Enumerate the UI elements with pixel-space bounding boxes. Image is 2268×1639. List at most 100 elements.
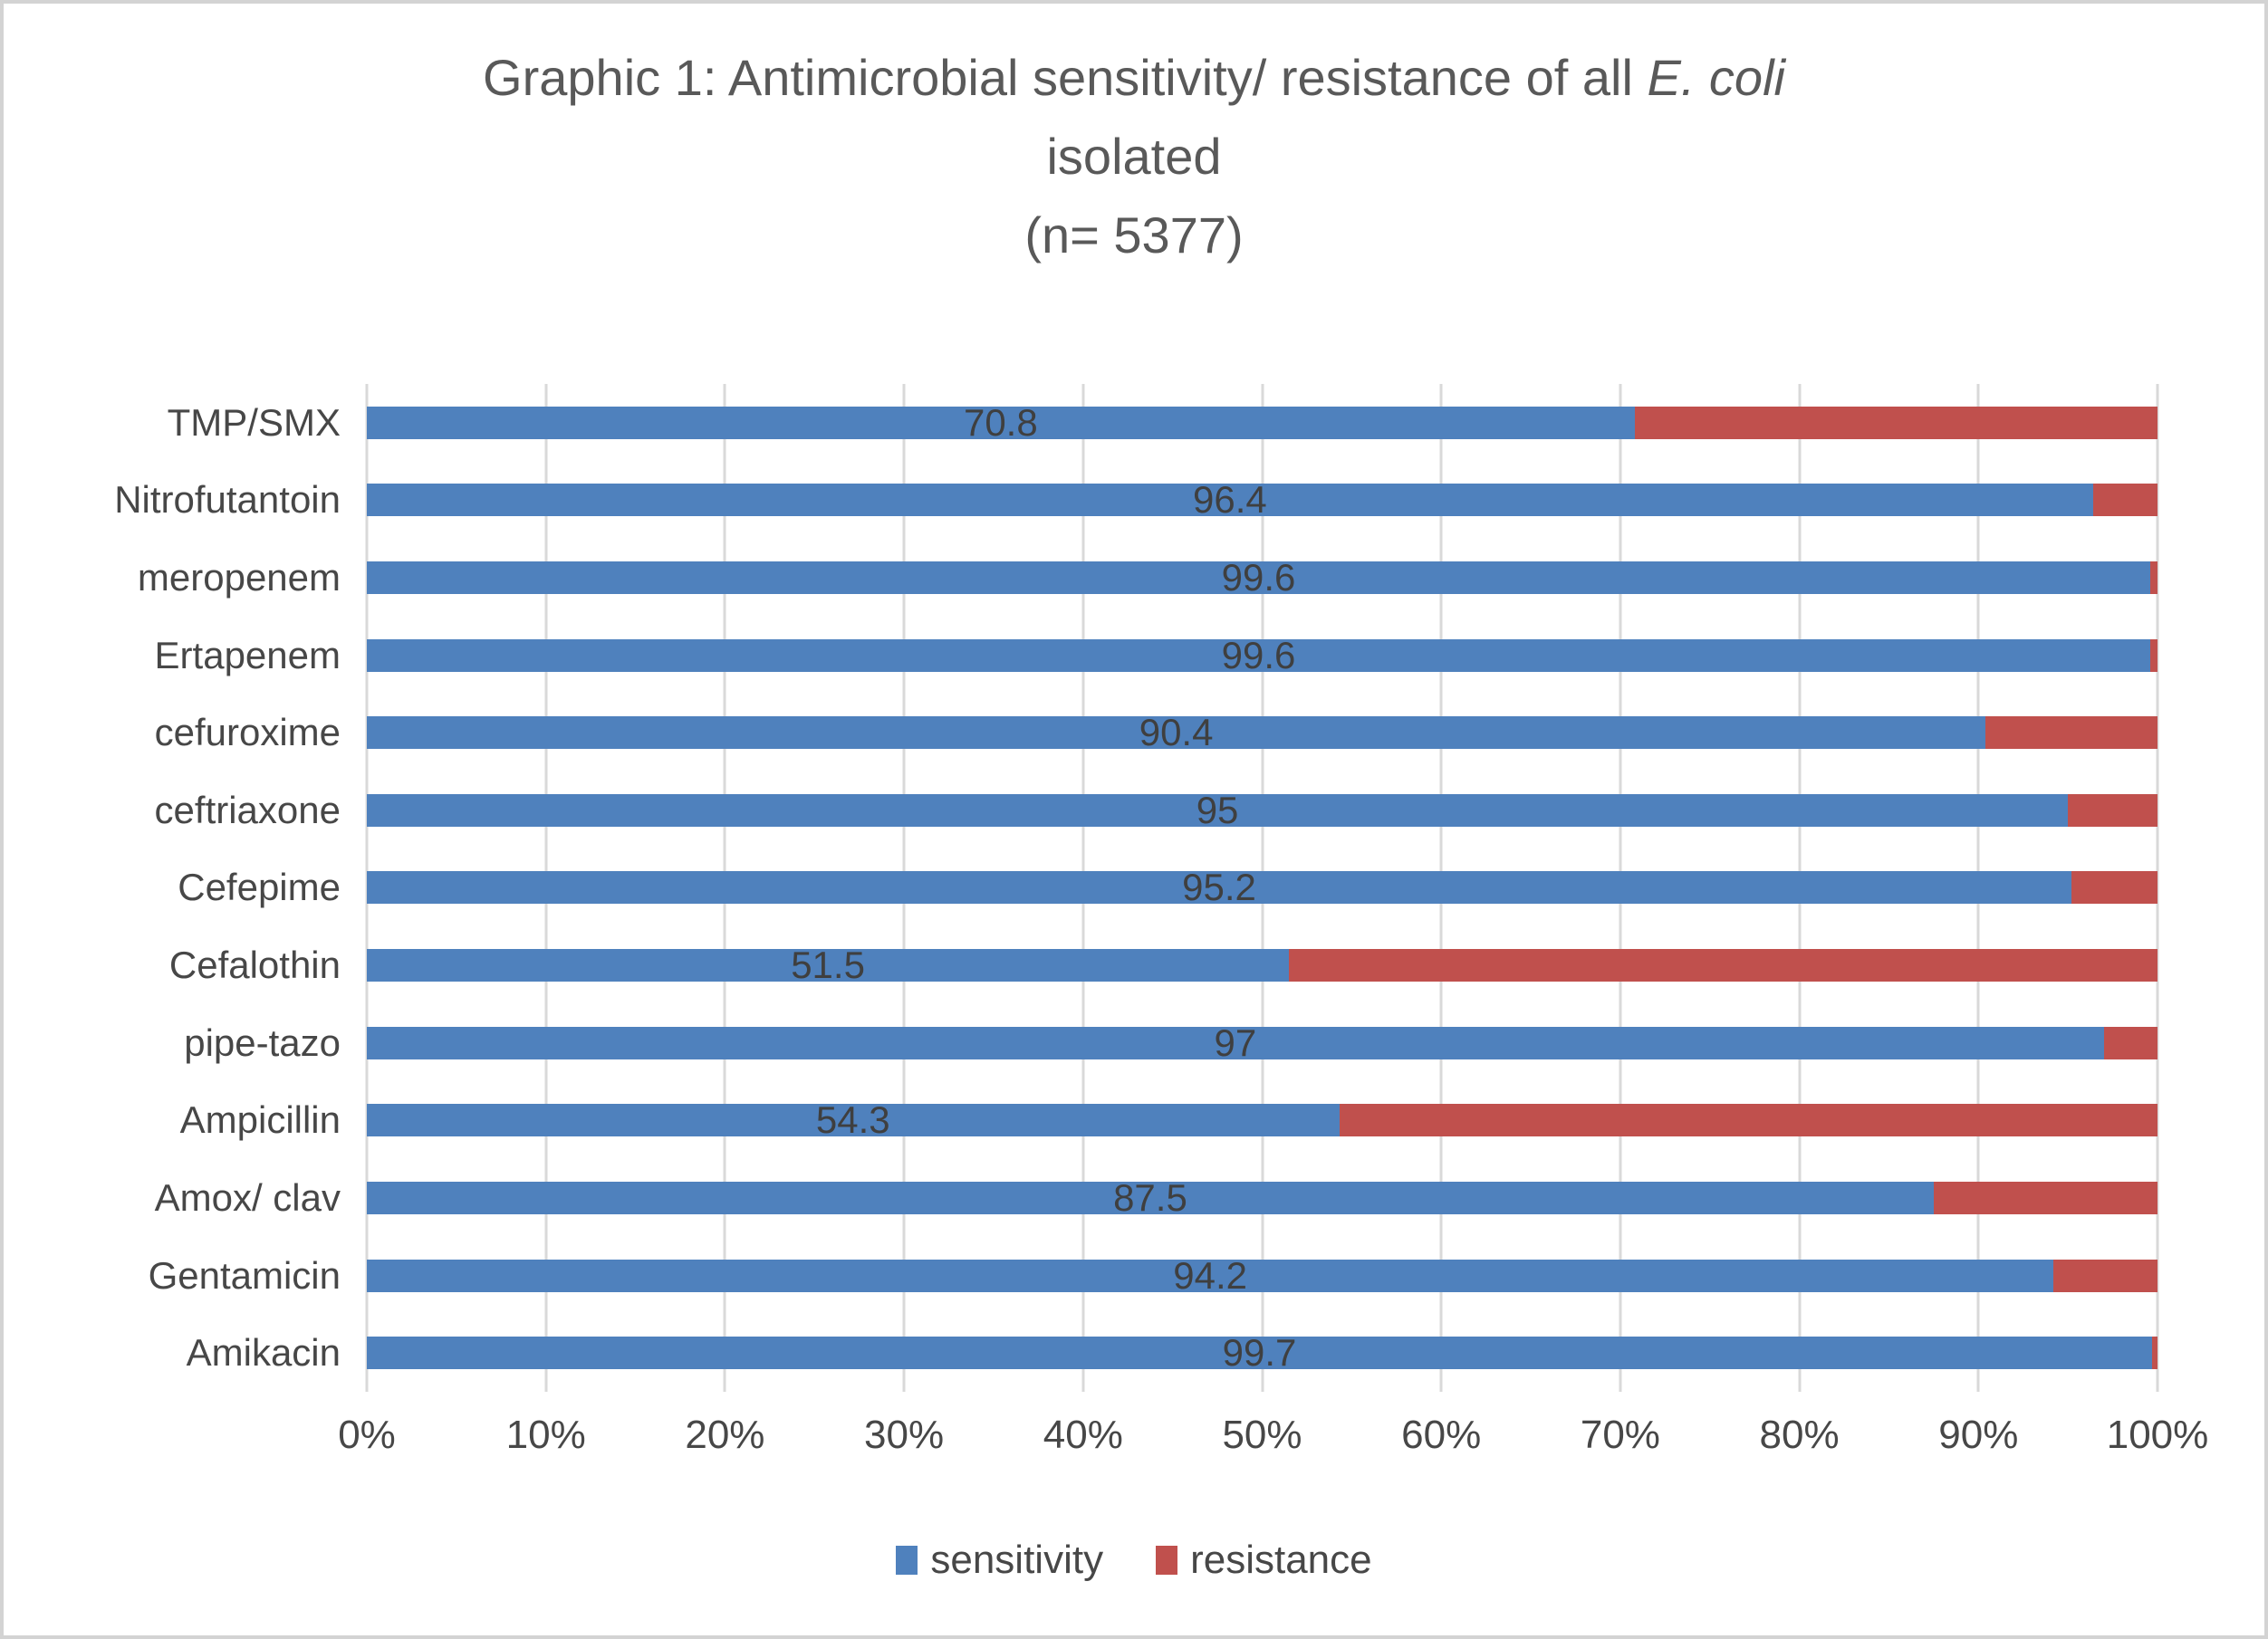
bar-track: 96.4 [367, 478, 2157, 521]
bar-row: Amikacin 99.7 [4, 1314, 2268, 1392]
bar-track: 90.4 [367, 711, 2157, 753]
resistance-bar-segment [1289, 949, 2157, 982]
resistance-bar-segment [1339, 1104, 2157, 1137]
bar-track: 87.5 [367, 1176, 2157, 1219]
category-label: Amikacin [186, 1331, 341, 1375]
sensitivity-bar-segment [367, 638, 2151, 672]
x-axis-tick-label: 90% [1938, 1413, 2019, 1457]
chart-title-line1: Graphic 1: Antimicrobial sensitivity/ re… [4, 38, 2264, 117]
resistance-bar-segment [1634, 406, 2157, 439]
x-axis: 0% 10% 20% 30% 40% 50% 60% 70% 80% 90% 100% [338, 1413, 2208, 1467]
sensitivity-bar-segment [367, 1026, 2104, 1059]
data-label: 95.2 [1182, 866, 1256, 909]
bar-row: Gentamicin 94.2 [4, 1237, 2268, 1315]
x-axis-tick-label: 80% [1759, 1413, 1840, 1457]
data-label: 54.3 [815, 1098, 890, 1142]
category-label: Cefalothin [168, 944, 341, 987]
sensitivity-bar-segment [367, 871, 2072, 905]
x-axis-tick-label: 40% [1043, 1413, 1123, 1457]
bar-track: 99.6 [367, 556, 2157, 599]
chart-title-species: E. coli [1647, 49, 1785, 106]
bar-row: cefuroxime 90.4 [4, 694, 2268, 772]
gridline [2156, 384, 2159, 1392]
chart-title: Graphic 1: Antimicrobial sensitivity/ re… [4, 38, 2264, 274]
category-label: cefuroxime [154, 711, 341, 754]
bar-row: ceftriaxone 95 [4, 772, 2268, 849]
bar-row: Nitrofutantoin 96.4 [4, 462, 2268, 540]
data-label: 51.5 [791, 944, 865, 987]
data-label: 87.5 [1113, 1175, 1187, 1219]
x-axis-tick-label: 100% [2106, 1413, 2209, 1457]
x-axis-tick-label: 20% [685, 1413, 765, 1457]
category-label: Cefepime [178, 866, 341, 909]
sensitivity-bar-segment [367, 484, 2093, 517]
resistance-bar-segment [2071, 871, 2157, 905]
category-label: ceftriaxone [154, 788, 341, 831]
sensitivity-bar-segment [367, 793, 2069, 827]
legend-label: sensitivity [930, 1538, 1104, 1582]
resistance-bar-segment [2150, 561, 2157, 595]
resistance-swatch-icon [1156, 1546, 1178, 1575]
data-label: 95 [1196, 788, 1239, 831]
sensitivity-bar-segment [367, 716, 1986, 750]
x-axis-tick-label: 60% [1401, 1413, 1482, 1457]
bar-track: 95 [367, 789, 2157, 831]
category-label: Nitrofutantoin [114, 478, 341, 522]
resistance-bar-segment [2053, 1259, 2157, 1292]
bar-track: 95.2 [367, 866, 2157, 908]
sensitivity-bar-segment [367, 561, 2151, 595]
resistance-bar-segment [2068, 793, 2157, 827]
data-label: 99.7 [1222, 1331, 1297, 1375]
x-axis-tick-label: 70% [1580, 1413, 1660, 1457]
bar-track: 51.5 [367, 944, 2157, 986]
bar-track: 54.3 [367, 1098, 2157, 1141]
sensitivity-bar-segment [367, 1181, 1934, 1214]
resistance-bar-segment [2092, 484, 2157, 517]
bar-track: 99.7 [367, 1331, 2157, 1374]
sensitivity-bar-segment [367, 949, 1290, 982]
sensitivity-bar-segment [367, 1337, 2153, 1370]
bar-row: Ampicillin 54.3 [4, 1081, 2268, 1159]
bar-track: 97 [367, 1021, 2157, 1064]
category-label: Ampicillin [179, 1098, 341, 1142]
data-label: 70.8 [963, 400, 1038, 444]
data-label: 96.4 [1193, 478, 1267, 522]
x-axis-tick-label: 0% [338, 1413, 396, 1457]
bar-track: 94.2 [367, 1254, 2157, 1297]
bar-row: Amox/ clav 87.5 [4, 1159, 2268, 1237]
data-label: 97 [1214, 1021, 1257, 1064]
chart-title-line2: isolated [1046, 128, 1222, 185]
bar-row: meropenem 99.6 [4, 539, 2268, 617]
resistance-bar-segment [2150, 638, 2157, 672]
x-axis-tick-label: 10% [505, 1413, 586, 1457]
bar-track: 70.8 [367, 401, 2157, 444]
resistance-bar-segment [1985, 716, 2157, 750]
data-label: 94.2 [1173, 1253, 1248, 1297]
category-label: pipe-tazo [184, 1021, 341, 1064]
x-axis-tick-label: 50% [1222, 1413, 1302, 1457]
category-label: Ertapenem [154, 633, 341, 676]
chart-title-line3: (n= 5377) [1024, 206, 1244, 264]
data-label: 99.6 [1221, 556, 1296, 599]
sensitivity-bar-segment [367, 1259, 2054, 1292]
bar-row: pipe-tazo 97 [4, 1004, 2268, 1082]
bar-row: TMP/SMX 70.8 [4, 384, 2268, 462]
category-label: Amox/ clav [154, 1175, 341, 1219]
legend-label: resistance [1190, 1538, 1372, 1582]
bar-track: 99.6 [367, 634, 2157, 676]
data-label: 99.6 [1221, 633, 1296, 676]
chart-title-text: Graphic 1: Antimicrobial sensitivity/ re… [483, 49, 1648, 106]
sensitivity-bar-segment [367, 406, 1635, 439]
category-label: Gentamicin [148, 1253, 341, 1297]
sensitivity-swatch-icon [896, 1546, 918, 1575]
legend-item-sensitivity: sensitivity [896, 1538, 1103, 1583]
legend: sensitivity resistance [4, 1538, 2264, 1583]
resistance-bar-segment [2103, 1026, 2157, 1059]
data-label: 90.4 [1139, 711, 1214, 754]
category-label: TMP/SMX [167, 400, 341, 444]
sensitivity-bar-segment [367, 1104, 1340, 1137]
bar-rows: TMP/SMX 70.8 Nitrofutantoin 96.4 meropenem 99… [4, 384, 2268, 1392]
bar-row: Ertapenem 99.6 [4, 617, 2268, 695]
bar-row: Cefepime 95.2 [4, 849, 2268, 927]
